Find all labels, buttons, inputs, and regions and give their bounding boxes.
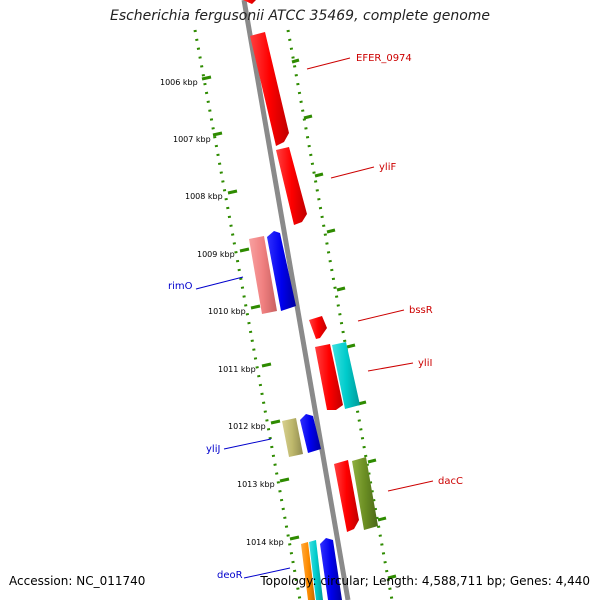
gene-arrow[interactable] (332, 342, 360, 409)
leader-line (387, 480, 434, 492)
tick-mark (201, 75, 212, 81)
tick-mark (261, 362, 272, 368)
gene-label-ylif[interactable]: yliF (379, 162, 396, 173)
tick-mark (314, 172, 324, 178)
gene-arrow[interactable] (309, 316, 327, 339)
left-dotted-track (193, 29, 302, 600)
gene-arrow[interactable] (250, 32, 289, 146)
tick-label: 1013 kbp (237, 480, 275, 489)
gene-label-ylij[interactable]: yliJ (206, 444, 220, 455)
tick-mark (250, 304, 261, 310)
right-dotted-track (286, 29, 394, 600)
leader-line (223, 438, 272, 450)
tick-mark (279, 477, 290, 483)
gene-label-deor[interactable]: deoR (217, 570, 243, 581)
tick-label: 1012 kbp (228, 422, 266, 431)
tick-mark (336, 286, 346, 292)
gene-label-dacc[interactable]: dacC (438, 476, 463, 487)
tick-mark (377, 516, 387, 522)
tick-label: 1009 kbp (197, 250, 235, 259)
tick-group: 1006 kbp 1007 kbp 1008 kbp 1009 kbp 1010… (160, 75, 300, 547)
tick-mark (346, 343, 356, 349)
right-tick-group (291, 58, 397, 580)
gene-arrow[interactable] (267, 231, 296, 311)
leader-line (195, 276, 244, 290)
label-leaders (195, 57, 434, 579)
gene-arrow[interactable] (315, 344, 343, 410)
gene-arrow[interactable] (276, 147, 307, 225)
gene-labels: EFER_0974 yliF rimO bssR yliI yliJ dacC … (168, 53, 463, 581)
gene-arrow[interactable] (309, 540, 323, 600)
tick-label: 1010 kbp (208, 307, 246, 316)
gene-label-ylii[interactable]: yliI (418, 358, 432, 369)
tick-mark (387, 574, 397, 580)
gene-arrow[interactable] (249, 236, 277, 314)
map-title: Escherichia fergusonii ATCC 35469, compl… (109, 8, 491, 24)
tick-mark (239, 247, 250, 253)
tick-label: 1011 kbp (218, 365, 256, 374)
gene-label-rimo[interactable]: rimO (168, 281, 193, 292)
tick-mark (326, 228, 336, 234)
tick-mark (270, 419, 281, 425)
gene-features (243, 0, 378, 600)
gene-arrow[interactable] (301, 542, 315, 600)
leader-line (243, 567, 291, 579)
leader-line (367, 362, 414, 372)
tick-label: 1007 kbp (173, 135, 211, 144)
accession-text: Accession: NC_011740 (9, 574, 146, 588)
leader-line (306, 57, 351, 70)
gene-label-bssr[interactable]: bssR (409, 305, 433, 316)
tick-mark (212, 131, 223, 137)
tick-label: 1006 kbp (160, 78, 198, 87)
gene-arrow[interactable] (300, 414, 321, 453)
gene-arrow[interactable] (352, 457, 378, 530)
topology-text: Topology: circular; Length: 4,588,711 bp… (260, 574, 590, 588)
tick-label: 1008 kbp (185, 192, 223, 201)
tick-mark (289, 535, 300, 541)
backbone-line (241, 0, 351, 600)
tick-mark (291, 58, 300, 64)
gene-arrow[interactable] (334, 460, 359, 532)
gene-label-efer-0974[interactable]: EFER_0974 (356, 53, 412, 64)
leader-line (357, 309, 405, 322)
gene-arrow[interactable] (320, 538, 342, 600)
tick-mark (227, 189, 238, 195)
tick-mark (303, 114, 313, 120)
leader-line (330, 166, 375, 179)
gene-arrow[interactable] (282, 418, 303, 457)
tick-label: 1014 kbp (246, 538, 284, 547)
gene-arrow[interactable] (243, 0, 256, 4)
tick-mark (367, 458, 377, 464)
